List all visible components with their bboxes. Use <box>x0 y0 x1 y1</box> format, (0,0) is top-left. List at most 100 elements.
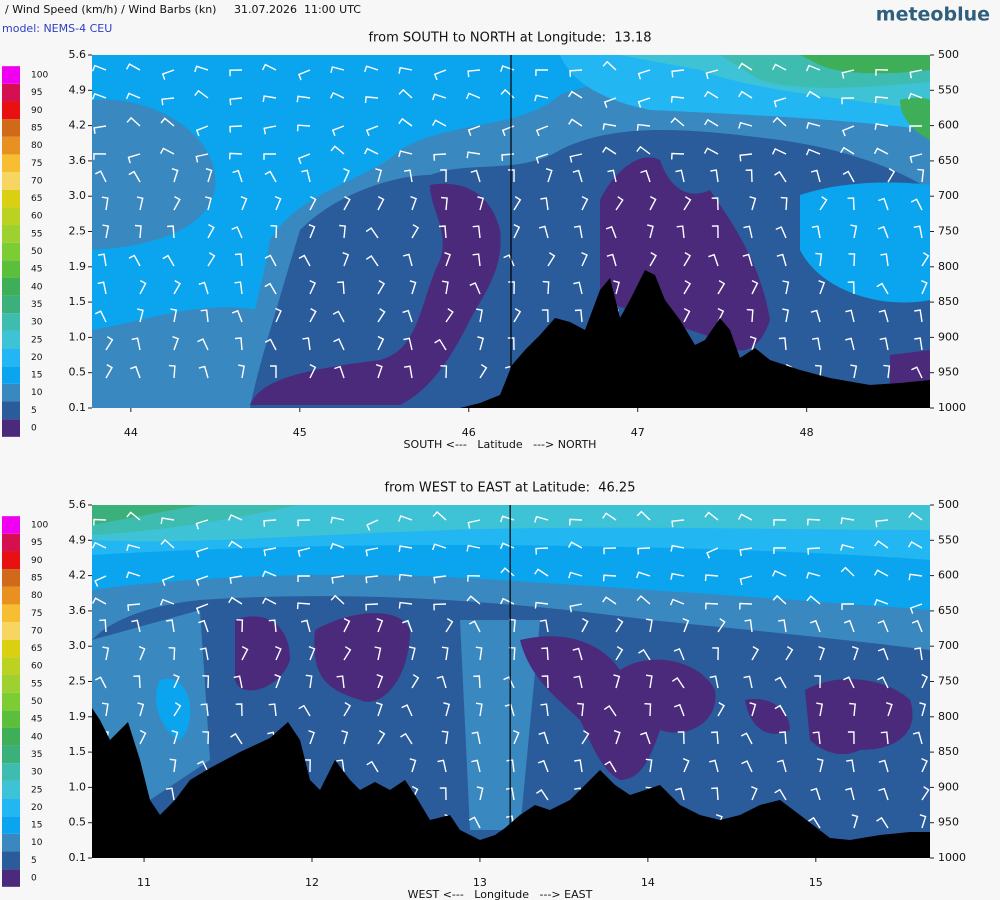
wind-barb <box>309 279 317 295</box>
wind-barb <box>542 280 550 295</box>
wind-barb <box>503 254 515 267</box>
wind-barb <box>232 169 243 183</box>
colorbar-box <box>2 569 20 587</box>
wind-barb <box>603 547 617 555</box>
wind-barb <box>343 617 351 633</box>
wind-barb <box>745 169 753 183</box>
wind-barb <box>445 618 454 633</box>
wind-barb <box>670 544 685 552</box>
colorbar-box <box>2 366 20 384</box>
wind-barb <box>739 575 753 586</box>
colorbar-label: 85 <box>31 123 42 133</box>
wind-barb <box>877 225 889 239</box>
wind-barb <box>99 619 107 633</box>
colorbar-box <box>2 710 20 728</box>
colorbar-label: 25 <box>31 785 42 795</box>
wind-barb <box>127 603 141 612</box>
colorbar-label: 90 <box>31 556 43 566</box>
wind-barb <box>94 575 107 587</box>
colorbar-label: 10 <box>31 838 43 848</box>
wind-barb <box>171 168 179 183</box>
colorbar-label: 95 <box>31 538 42 548</box>
height-label: 1.9 <box>69 710 87 723</box>
colorbar-label: 40 <box>31 732 43 742</box>
wind-barb <box>921 757 928 773</box>
wind-barb <box>806 571 821 579</box>
wind-barb <box>712 647 719 661</box>
wind-barb <box>807 547 821 555</box>
wind-barb <box>806 90 821 99</box>
wind-barb <box>508 281 515 295</box>
wind-barb <box>341 730 349 745</box>
wind-barb <box>270 225 278 239</box>
wind-barb <box>877 647 889 661</box>
wind-barb <box>445 308 454 323</box>
wind-barb <box>738 62 753 71</box>
wind-barb <box>538 225 549 239</box>
wind-barb <box>473 675 481 689</box>
height-label: 3.6 <box>69 154 87 167</box>
wind-barb <box>605 225 617 239</box>
wind-barb <box>375 702 383 717</box>
colorbar-label: 75 <box>31 609 42 619</box>
wind-barb <box>308 645 316 661</box>
colorbar-label: 20 <box>31 353 43 363</box>
pressure-label: 850 <box>938 295 959 308</box>
wind-barb <box>541 647 549 661</box>
colorbar-label: 95 <box>31 88 42 98</box>
wind-barb <box>343 167 350 183</box>
wind-barb <box>160 539 175 549</box>
wind-barb <box>705 69 719 80</box>
wind-barb <box>403 365 413 379</box>
wind-barb <box>638 648 651 661</box>
wind-barb <box>913 225 923 239</box>
pressure-label: 900 <box>938 780 959 793</box>
height-label: 1.5 <box>69 295 87 308</box>
wind-barb <box>161 575 175 587</box>
contour-region <box>900 97 930 140</box>
wind-barb <box>807 518 821 526</box>
wind-barb <box>334 365 345 379</box>
wind-barb <box>645 674 653 689</box>
colorbar-label: 40 <box>31 282 43 292</box>
wind-barb <box>196 760 209 773</box>
wind-barb <box>545 168 553 183</box>
plot-area <box>91 505 930 858</box>
wind-barb <box>910 198 923 211</box>
wind-barb <box>94 676 107 689</box>
pressure-label: 600 <box>938 119 959 132</box>
wind-barb <box>877 619 889 633</box>
colorbar-box <box>2 869 20 887</box>
colorbar-box <box>2 313 20 331</box>
wind-barb <box>874 540 889 549</box>
wind-barb <box>298 704 311 717</box>
wind-barb <box>568 118 583 127</box>
wind-barb <box>173 195 181 211</box>
pressure-label: 900 <box>938 330 959 343</box>
height-label: 0.1 <box>69 851 87 864</box>
wind-barb <box>466 151 481 159</box>
wind-barb <box>402 309 413 323</box>
wind-barb <box>275 307 282 323</box>
wind-barb <box>105 336 114 351</box>
wind-barb <box>541 675 549 689</box>
wind-barb <box>91 64 107 72</box>
wind-barb <box>93 153 107 160</box>
wind-barb <box>168 647 176 661</box>
wind-barb <box>297 575 310 582</box>
pressure-label: 550 <box>938 533 959 546</box>
colorbar-label: 10 <box>31 388 43 398</box>
wind-barb <box>879 337 889 351</box>
wind-barb <box>205 168 213 183</box>
wind-barb <box>914 647 923 661</box>
wind-barb <box>773 519 787 526</box>
wind-barb <box>198 281 209 295</box>
wind-barb <box>613 280 620 295</box>
wind-barb <box>805 148 821 156</box>
wind-barb <box>234 253 243 267</box>
x-axis-label: WEST <--- Longitude ---> EAST <box>408 888 593 900</box>
height-label: 3.6 <box>69 604 87 617</box>
wind-barb <box>365 125 379 137</box>
wind-barb <box>137 308 144 323</box>
height-label: 3.0 <box>69 639 87 652</box>
